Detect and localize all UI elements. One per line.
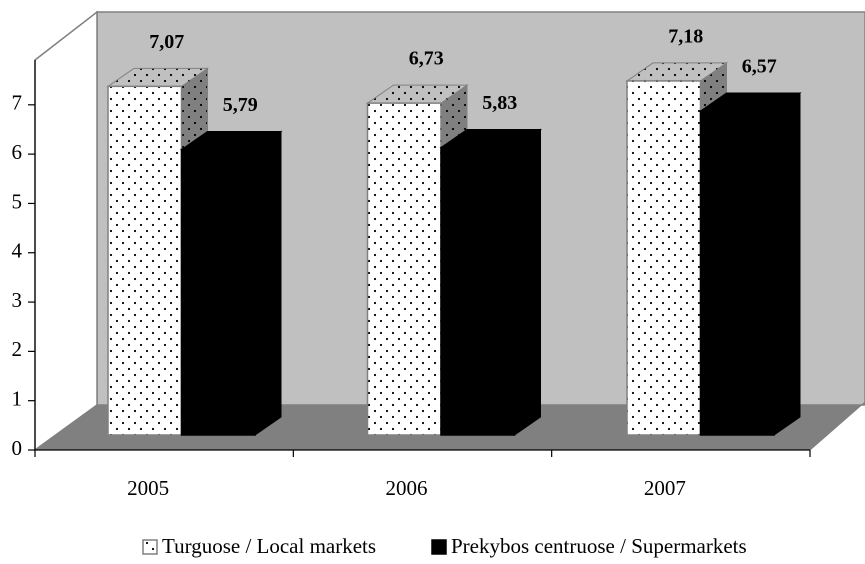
y-tick-label: 0 [12, 436, 23, 460]
bar [107, 85, 183, 436]
legend-swatch [431, 539, 447, 555]
value-label: 6,57 [742, 56, 777, 78]
bar [366, 102, 442, 436]
y-tick-label: 3 [12, 288, 23, 312]
x-tick-label: 2005 [127, 476, 169, 500]
y-tick-label: 1 [12, 387, 23, 411]
bar [699, 110, 775, 436]
y-tick-label: 2 [12, 337, 23, 361]
bar-side [773, 92, 801, 436]
bar [626, 80, 702, 436]
value-label: 7,07 [149, 31, 184, 53]
side-wall [34, 10, 98, 452]
legend-label: Prekybos centruose / Supermarkets [451, 534, 747, 558]
y-tick-label: 7 [12, 91, 23, 115]
value-label: 5,83 [482, 92, 517, 114]
bar [180, 148, 256, 436]
value-label: 6,73 [409, 48, 444, 70]
bar-side [514, 128, 541, 436]
value-label: 7,18 [668, 26, 703, 48]
y-tick-label: 6 [12, 140, 23, 164]
bar [440, 146, 516, 436]
y-tick-label: 5 [12, 189, 23, 213]
x-tick-label: 2006 [386, 476, 428, 500]
legend-label: Turguose / Local markets [162, 534, 376, 558]
x-tick-label: 2007 [644, 476, 686, 500]
bar-side [254, 130, 282, 436]
legend-swatch [142, 539, 158, 555]
y-tick-label: 4 [12, 239, 23, 263]
value-label: 5,79 [223, 94, 258, 116]
